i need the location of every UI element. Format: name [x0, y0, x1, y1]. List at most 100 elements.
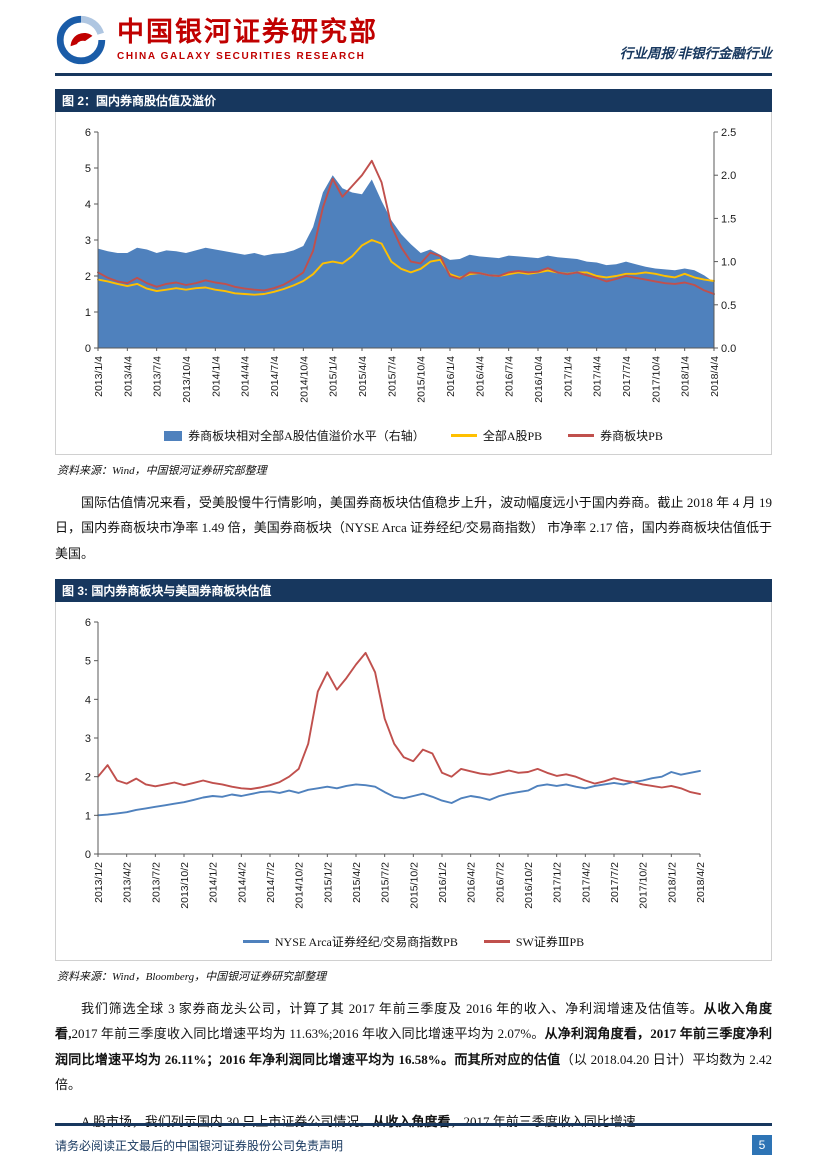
figure-3-source: 资料来源：Wind，Bloomberg，中国银河证券研究部整理	[57, 971, 327, 984]
page-number-badge: 5	[752, 1135, 772, 1155]
line-swatch	[242, 940, 269, 944]
legend-item-broker-pb: 券商板块PB	[568, 427, 663, 444]
svg-text:2016/4/2: 2016/4/2	[466, 862, 478, 903]
report-footer: 请务必阅读正文最后的中国银河证券股份公司免责声明 5	[55, 1123, 772, 1155]
svg-text:2015/1/4: 2015/1/4	[328, 356, 340, 397]
svg-text:6: 6	[85, 127, 91, 139]
svg-text:0.5: 0.5	[721, 300, 736, 312]
figure-2-chart: 0 1 2 3 4 5 6 0.0 0.5 1.0 1.5 2.0 2.5 2013/1/4 2013/4/…	[55, 112, 772, 455]
figure-2-source: 资料来源：Wind，中国银河证券研究部整理	[57, 465, 267, 477]
svg-text:3: 3	[85, 733, 91, 745]
svg-text:2013/4/2: 2013/4/2	[122, 862, 134, 903]
galaxy-logo-icon	[56, 15, 106, 65]
svg-text:2: 2	[85, 271, 91, 283]
svg-text:2015/7/2: 2015/7/2	[380, 862, 392, 903]
svg-text:4: 4	[85, 199, 91, 211]
svg-text:2017/7/4: 2017/7/4	[621, 356, 633, 397]
legend-label: NYSE Arca证券经纪/交易商指数PB	[274, 935, 458, 950]
svg-text:2015/10/2: 2015/10/2	[408, 862, 420, 909]
paragraph-international-valuation: 国际估值情况来看，受美股慢牛行情影响，美国券商板块估值稳步上升，波动幅度远小于国…	[55, 495, 772, 561]
svg-text:2.0: 2.0	[721, 170, 736, 182]
svg-text:3: 3	[85, 235, 91, 247]
svg-text:2: 2	[85, 772, 91, 784]
svg-text:2017/1/2: 2017/1/2	[552, 862, 564, 903]
galaxy-logo: 中国银河证券研究部 CHINA GALAXY SECURITIES RESEAR…	[55, 14, 378, 66]
line-swatch	[568, 434, 595, 437]
svg-text:2014/7/4: 2014/7/4	[269, 356, 281, 397]
legend-item-ashare-pb: 全部A股PB	[450, 427, 542, 444]
svg-text:1: 1	[85, 810, 91, 822]
svg-text:2017/10/2: 2017/10/2	[638, 862, 650, 909]
svg-text:2016/10/2: 2016/10/2	[523, 862, 535, 909]
svg-text:2017/4/4: 2017/4/4	[592, 356, 604, 397]
svg-text:2017/7/2: 2017/7/2	[609, 862, 621, 903]
legend-item-sw-securities: SW证券ⅢPB	[483, 933, 585, 950]
header-divider	[55, 73, 772, 76]
svg-text:0.0: 0.0	[721, 343, 736, 355]
svg-text:0: 0	[85, 343, 91, 355]
text-segment-bold: 从收入角度看,	[55, 1001, 772, 1042]
svg-text:4: 4	[85, 694, 91, 706]
figure-2-caption: 图 2：国内券商股估值及溢价	[55, 89, 772, 112]
org-name-cn: 中国银河证券研究部	[117, 17, 378, 48]
cn-us-broker-pb-chart: 0 1 2 3 4 5 6 2013/1/2 2013/4/2 2013/7/2 2013/10/2…	[85, 617, 707, 909]
legend-item-nyse-arca: NYSE Arca证券经纪/交易商指数PB	[242, 933, 458, 950]
svg-text:2014/4/2: 2014/4/2	[236, 862, 248, 903]
svg-text:2016/4/4: 2016/4/4	[474, 356, 486, 397]
svg-text:6: 6	[85, 617, 91, 629]
svg-text:2.5: 2.5	[721, 127, 736, 139]
report-page: 中国银河证券研究部 CHINA GALAXY SECURITIES RESEAR…	[55, 14, 772, 1129]
svg-text:2013/10/4: 2013/10/4	[181, 356, 193, 403]
svg-text:2013/4/4: 2013/4/4	[122, 356, 134, 397]
figure-2-legend: 券商板块相对全部A股估值溢价水平（右轴） 全部A股PB 券商板块PB	[62, 427, 765, 444]
svg-text:2015/7/4: 2015/7/4	[386, 356, 398, 397]
svg-text:1.5: 1.5	[721, 213, 736, 225]
svg-text:2016/1/4: 2016/1/4	[445, 356, 457, 397]
svg-text:2013/1/2: 2013/1/2	[93, 862, 105, 903]
line-swatch	[450, 434, 477, 437]
line-swatch	[483, 940, 510, 944]
org-name-block: 中国银河证券研究部 CHINA GALAXY SECURITIES RESEAR…	[117, 17, 378, 62]
svg-text:2013/7/4: 2013/7/4	[152, 356, 164, 397]
svg-text:2015/1/2: 2015/1/2	[322, 862, 334, 903]
svg-text:2014/1/4: 2014/1/4	[210, 356, 222, 397]
svg-text:2015/4/4: 2015/4/4	[357, 356, 369, 397]
svg-text:2013/1/4: 2013/1/4	[93, 356, 105, 397]
text-segment-bold: 从净利润角度看，2017 年前三季度净利润同比增速平均为 26.11%；2016…	[55, 1026, 772, 1067]
svg-text:2014/7/2: 2014/7/2	[265, 862, 277, 903]
valuation-premium-chart: 0 1 2 3 4 5 6 0.0 0.5 1.0 1.5 2.0 2.5 2013/1/4 2013/4/…	[85, 127, 736, 403]
legend-label: 券商板块PB	[600, 429, 663, 443]
figure-3-legend: NYSE Arca证券经纪/交易商指数PB SW证券ⅢPB	[62, 933, 765, 950]
legend-label: 券商板块相对全部A股估值溢价水平（右轴）	[188, 429, 425, 443]
figure-3-chart: 0 1 2 3 4 5 6 2013/1/2 2013/4/2 2013/7/2 2013/10/2…	[55, 602, 772, 962]
svg-text:2016/10/4: 2016/10/4	[533, 356, 545, 403]
svg-text:2013/7/2: 2013/7/2	[150, 862, 162, 903]
area-swatch	[164, 430, 183, 441]
svg-text:2015/4/2: 2015/4/2	[351, 862, 363, 903]
text-segment: （以 2018.04.20 日计）平均数为 2.42 倍。	[55, 1051, 772, 1093]
figure-3-caption: 图 3: 国内券商板块与美国券商板块估值	[55, 579, 772, 603]
legend-item-premium: 券商板块相对全部A股估值溢价水平（右轴）	[164, 427, 425, 444]
report-type-label: 行业周报/非银行金融行业	[619, 46, 772, 61]
svg-text:2015/10/4: 2015/10/4	[416, 356, 428, 403]
svg-text:2014/1/2: 2014/1/2	[208, 862, 220, 903]
svg-text:2016/1/2: 2016/1/2	[437, 862, 449, 903]
disclaimer-text: 请务必阅读正文最后的中国银河证券股份公司免责声明	[55, 1138, 344, 1153]
text-segment: 2017 年前三季度收入同比增速平均为 11.63%;2016 年收入同比增速平…	[71, 1026, 545, 1042]
svg-text:0: 0	[85, 849, 91, 861]
svg-text:2014/10/4: 2014/10/4	[298, 356, 310, 403]
svg-text:2018/4/4: 2018/4/4	[709, 356, 721, 397]
svg-text:2017/10/4: 2017/10/4	[650, 356, 662, 403]
text-segment: 我们筛选全球 3 家券商龙头公司，计算了其 2017 年前三季度及 2016 年…	[81, 1001, 704, 1017]
svg-text:1: 1	[85, 307, 91, 319]
report-header: 中国银河证券研究部 CHINA GALAXY SECURITIES RESEAR…	[55, 14, 772, 66]
svg-text:2014/10/2: 2014/10/2	[294, 862, 306, 909]
legend-label: SW证券ⅢPB	[515, 935, 585, 950]
org-name-en: CHINA GALAXY SECURITIES RESEARCH	[117, 50, 366, 62]
svg-text:2014/4/4: 2014/4/4	[240, 356, 252, 397]
svg-text:5: 5	[85, 163, 91, 175]
text-segment-bold: 而其所对应的估值	[454, 1051, 561, 1067]
svg-text:2016/7/2: 2016/7/2	[494, 862, 506, 903]
svg-text:2017/4/2: 2017/4/2	[580, 862, 592, 903]
svg-text:2016/7/4: 2016/7/4	[504, 356, 516, 397]
